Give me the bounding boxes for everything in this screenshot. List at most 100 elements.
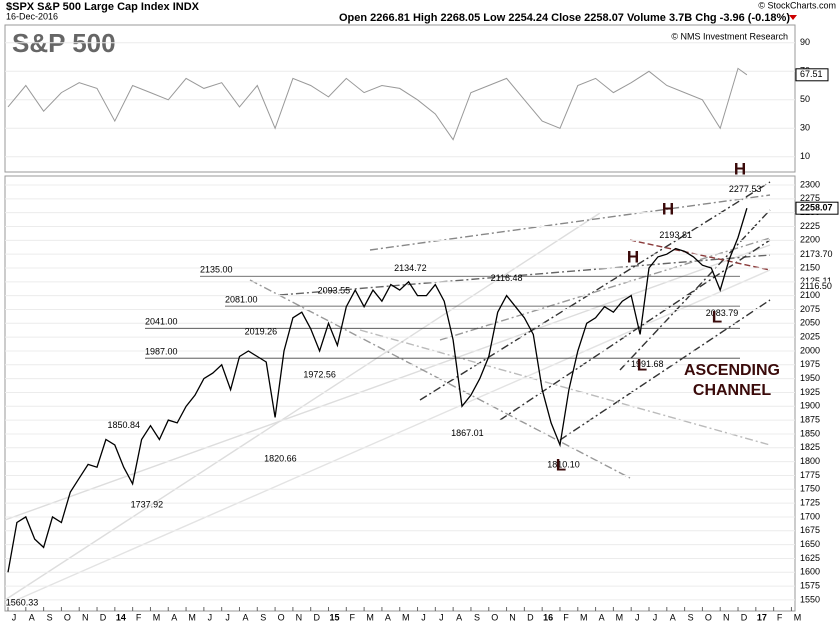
x-tick-label: M xyxy=(794,612,802,622)
y-tick-label: 50 xyxy=(800,94,810,104)
x-tick-label: M xyxy=(188,612,196,622)
point-label: 2134.72 xyxy=(394,263,427,273)
x-tick-label: S xyxy=(260,612,266,622)
y-tick-label: 2275 xyxy=(800,193,820,203)
point-label: 2083.79 xyxy=(706,308,739,318)
x-tick-label: F xyxy=(777,612,783,622)
level-label: 2135.00 xyxy=(200,265,233,275)
point-label: 1991.68 xyxy=(631,359,664,369)
y-tick-label: 2075 xyxy=(800,304,820,314)
trend-line xyxy=(4,244,771,521)
x-tick-label: J xyxy=(439,612,444,622)
rsi-panel xyxy=(4,24,796,173)
x-tick-label: 15 xyxy=(329,612,339,622)
x-tick-label: M xyxy=(402,612,410,622)
y-tick-label: 2000 xyxy=(800,345,820,355)
point-label: 1820.66 xyxy=(264,454,297,464)
y-tick-label: 1975 xyxy=(800,359,820,369)
x-tick-label: D xyxy=(741,612,748,622)
y-tick-label: 1925 xyxy=(800,387,820,397)
y-tick-label: 1875 xyxy=(800,415,820,425)
y-tick-label: 2225 xyxy=(800,221,820,231)
trend-line xyxy=(439,237,771,341)
pattern-label: L xyxy=(556,455,566,474)
y-tick-label: 1550 xyxy=(800,594,820,604)
y-tick-label: 1900 xyxy=(800,401,820,411)
x-tick-label: 14 xyxy=(116,612,126,622)
x-tick-label: A xyxy=(670,612,676,622)
y-tick-label: 1950 xyxy=(800,373,820,383)
y-tick-label: 2025 xyxy=(800,332,820,342)
label-bg xyxy=(797,281,837,292)
price-line xyxy=(7,208,748,573)
y-tick-label: 1625 xyxy=(800,553,820,563)
x-tick-label: F xyxy=(136,612,142,622)
x-tick-label: J xyxy=(635,612,640,622)
point-label: 1560.33 xyxy=(6,598,39,608)
right-label: 2125.11 xyxy=(800,276,832,286)
trend-line xyxy=(499,239,771,421)
x-tick-label: J xyxy=(12,612,17,622)
right-label: 2116.50 xyxy=(800,281,832,291)
pattern-label: L xyxy=(712,307,722,326)
level-label: 2081.00 xyxy=(225,295,258,305)
source: © StockCharts.com xyxy=(758,0,836,10)
price-line xyxy=(7,67,748,141)
y-tick-label: 2300 xyxy=(800,179,820,189)
y-tick-label: 1650 xyxy=(800,539,820,549)
x-tick-label: S xyxy=(474,612,480,622)
quote: Open 2266.81 High 2268.05 Low 2254.24 Cl… xyxy=(339,12,790,24)
point-label: 2193.81 xyxy=(659,230,692,240)
down-arrow xyxy=(789,15,797,20)
trend-line xyxy=(629,239,771,271)
pattern-label: H xyxy=(627,247,639,266)
trend-line xyxy=(279,254,771,296)
x-tick-label: J xyxy=(653,612,658,622)
x-tick-label: O xyxy=(64,612,71,622)
x-tick-label: D xyxy=(313,612,320,622)
date: 16-Dec-2016 xyxy=(6,11,58,21)
y-tick-label: 1575 xyxy=(800,580,820,590)
y-tick-label: 2050 xyxy=(800,318,820,328)
channel-label: CHANNEL xyxy=(693,382,771,399)
y-tick-label: 10 xyxy=(800,151,810,161)
x-tick-label: F xyxy=(563,612,569,622)
y-tick-label: 90 xyxy=(800,37,810,47)
point-label: 2277.53 xyxy=(729,184,762,194)
label-bg xyxy=(797,249,837,260)
x-tick-label: S xyxy=(47,612,53,622)
x-tick-label: M xyxy=(580,612,588,622)
y-tick-label: 1800 xyxy=(800,456,820,466)
trend-line xyxy=(359,329,771,446)
trend-line xyxy=(619,209,771,371)
x-tick-label: S xyxy=(688,612,694,622)
y-tick-label: 1725 xyxy=(800,497,820,507)
last-box xyxy=(795,201,839,215)
x-tick-label: A xyxy=(242,612,248,622)
x-tick-label: D xyxy=(527,612,534,622)
last-box xyxy=(795,68,829,82)
x-tick-label: 16 xyxy=(543,612,553,622)
level-label: 1987.00 xyxy=(145,347,178,357)
pattern-label: H xyxy=(734,159,746,178)
x-tick-label: M xyxy=(153,612,161,622)
trend-line xyxy=(4,269,771,606)
point-label: 2019.26 xyxy=(245,327,278,337)
x-tick-label: J xyxy=(208,612,213,622)
trend-line xyxy=(369,194,771,251)
x-tick-label: N xyxy=(296,612,303,622)
right-label: 2258.07 xyxy=(800,203,833,213)
point-label: 2093.55 xyxy=(318,286,351,296)
y-tick-label: 1675 xyxy=(800,525,820,535)
x-tick-label: A xyxy=(385,612,391,622)
y-tick-label: 1850 xyxy=(800,428,820,438)
point-label: 1850.84 xyxy=(107,420,140,430)
y-tick-label: 1775 xyxy=(800,470,820,480)
y-tick-label: 2100 xyxy=(800,290,820,300)
x-tick-label: F xyxy=(350,612,356,622)
point-label: 2116.48 xyxy=(491,273,523,283)
y-tick-label: 2200 xyxy=(800,235,820,245)
y-tick-label: 1600 xyxy=(800,567,820,577)
